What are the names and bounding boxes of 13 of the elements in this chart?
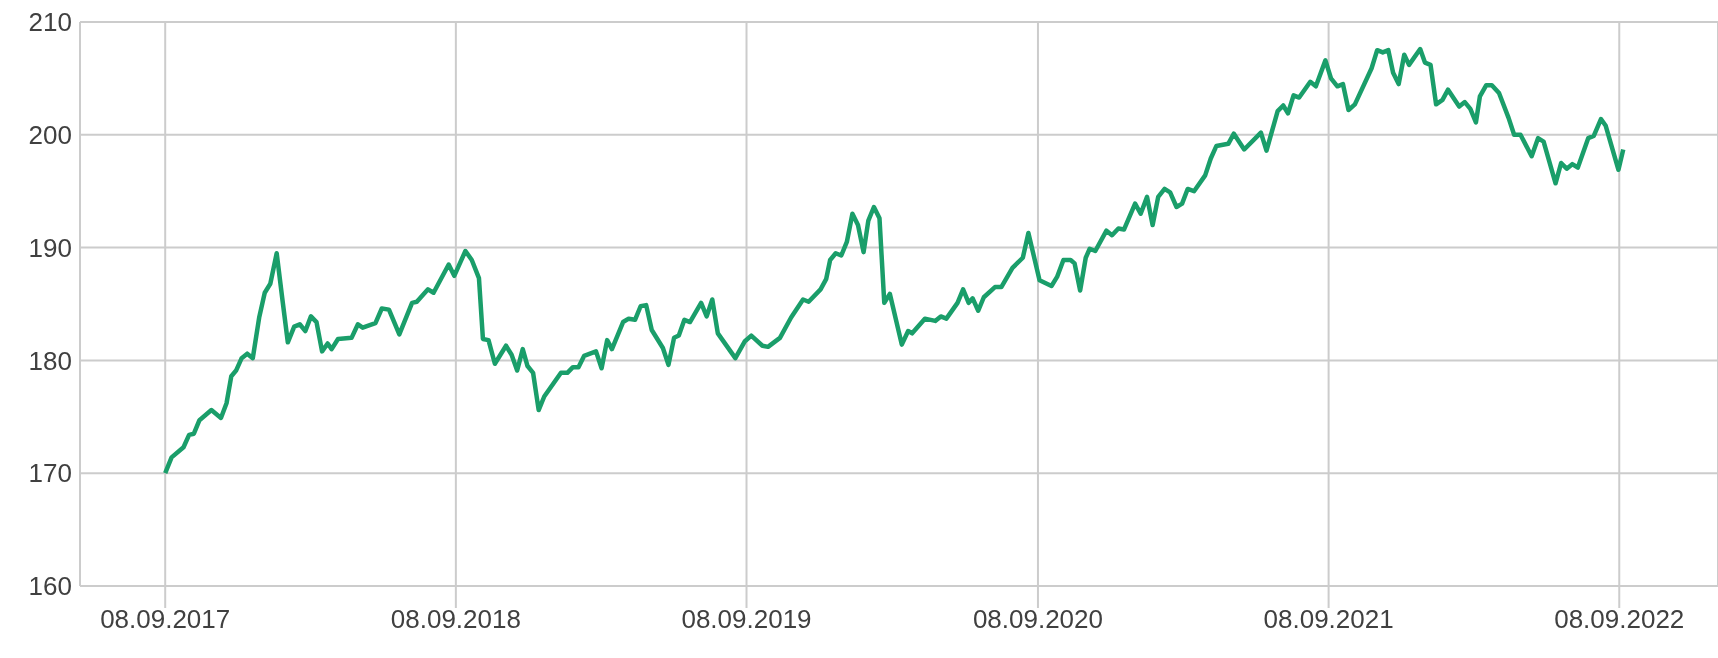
line-series: [162, 46, 1626, 476]
y-tick-label: 170: [28, 458, 72, 489]
x-tick-label: 08.09.2021: [1263, 604, 1394, 635]
y-tick-label: 200: [28, 120, 72, 151]
x-tick-label: 08.09.2018: [390, 604, 521, 635]
x-tick-label: 08.09.2017: [100, 604, 231, 635]
y-tick-label: 190: [28, 232, 72, 263]
y-tick-label: 180: [28, 345, 72, 376]
x-tick-label: 08.09.2019: [681, 604, 812, 635]
y-tick-label: 160: [28, 571, 72, 602]
x-tick-label: 08.09.2020: [972, 604, 1104, 635]
y-tick-label: 210: [28, 7, 72, 38]
x-tick-label: 08.09.2022: [1554, 604, 1685, 635]
